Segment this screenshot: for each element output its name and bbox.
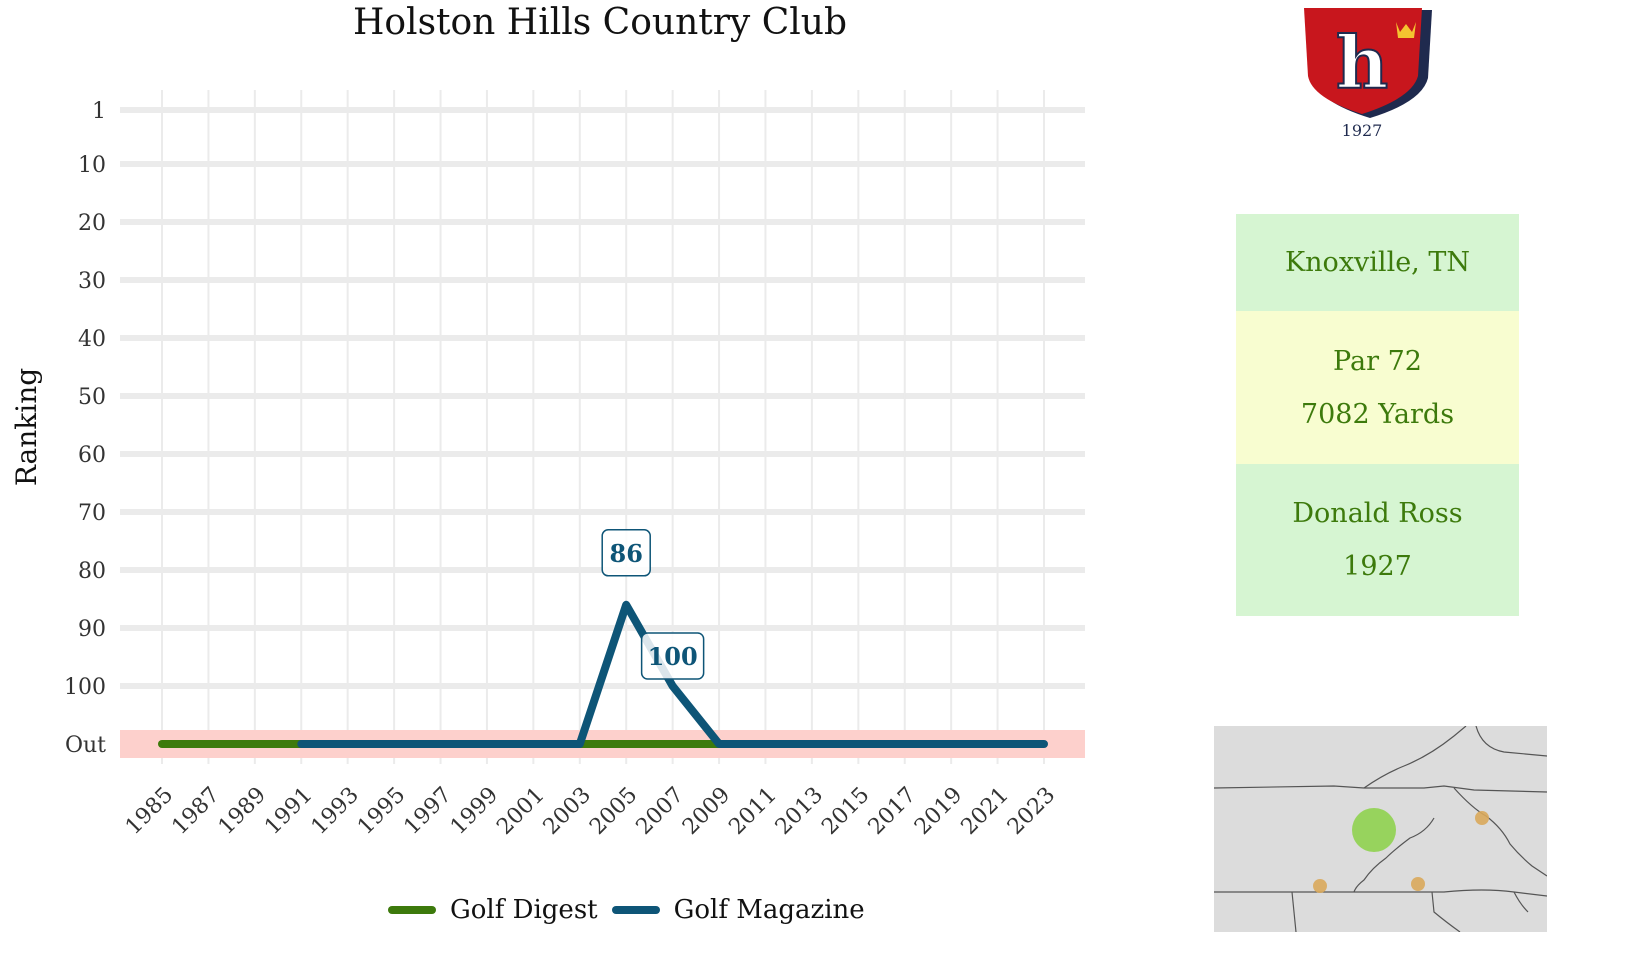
chart-plot: 86 100 1 10 20 30 40 50 60 70 80 90 100 Out 19851987… (10, 90, 1085, 840)
logo-letter: h (1336, 20, 1388, 105)
y-tick-label: 30 (78, 269, 106, 294)
crown-icon (1396, 22, 1416, 38)
design-year-text: 1927 (1343, 551, 1412, 582)
chart-title: Holston Hills Country Club (352, 2, 847, 43)
legend-item: Golf Magazine (611, 895, 865, 925)
state-borders (1214, 726, 1547, 932)
svg-text:86: 86 (610, 539, 643, 568)
logo-year: 1927 (1342, 121, 1383, 140)
x-tick-label: 1989 (214, 783, 271, 840)
y-tick-label: 20 (78, 211, 106, 236)
y-tick-label: 1 (92, 99, 106, 124)
y-tick-label: Out (65, 733, 106, 758)
legend-swatch-golf-magazine (611, 906, 660, 914)
y-tick-label: 10 (78, 153, 106, 178)
x-tick-label: 2003 (539, 783, 596, 840)
location-text: Knoxville, TN (1285, 247, 1470, 278)
x-tick-label: 1985 (121, 783, 178, 840)
data-label-86: 86 (601, 529, 651, 577)
east-border (1453, 787, 1547, 877)
x-tick-layer: 1985198719891991199319951997199920012003… (121, 783, 1060, 840)
x-tick-label: 2013 (771, 783, 828, 840)
x-tick-label: 1995 (353, 783, 410, 840)
y-tick-label: 60 (78, 443, 106, 468)
x-tick-label: 2009 (678, 783, 735, 840)
course-location-marker (1352, 808, 1396, 852)
kentucky-border (1363, 726, 1467, 789)
x-tick-label: 2007 (632, 783, 689, 840)
shield-icon (1304, 8, 1422, 114)
architect-section: Donald Ross 1927 (1236, 464, 1519, 616)
state-border-north (1214, 785, 1547, 793)
y-tick-label: 70 (78, 501, 106, 526)
y-tick-label: 50 (78, 385, 106, 410)
x-tick-label: 1991 (260, 783, 317, 840)
x-tick-label: 1997 (399, 783, 456, 840)
y-tick-label: 90 (78, 617, 106, 642)
data-label-100: 100 (640, 632, 705, 680)
other-course-marker (1475, 811, 1489, 825)
legend-label: Golf Magazine (673, 895, 865, 925)
x-tick-label: 2021 (957, 783, 1014, 840)
svg-text:100: 100 (648, 642, 698, 671)
yards-text: 7082 Yards (1300, 398, 1455, 430)
virginia-border (1475, 726, 1547, 757)
x-tick-label: 2001 (492, 783, 549, 840)
legend-swatch-golf-digest (388, 906, 436, 914)
x-tick-label: 1993 (307, 783, 364, 840)
x-tick-label: 2015 (817, 783, 874, 840)
club-logo: h 1927 (1300, 6, 1440, 141)
course-stats-section: Par 72 7082 Yards (1236, 311, 1519, 464)
x-tick-label: 2005 (585, 783, 642, 840)
y-tick-label: 40 (78, 327, 106, 352)
nc-border (1353, 817, 1435, 893)
y-tick-label: 80 (78, 559, 106, 584)
other-course-marker (1313, 879, 1327, 893)
x-tick-label: 1987 (167, 783, 224, 840)
georgia-border (1431, 891, 1461, 932)
chart-legend: Golf Digest Golf Magazine (388, 895, 865, 925)
location-map (1214, 726, 1547, 932)
y-axis-title: Ranking (10, 368, 43, 486)
legend-item: Golf Digest (388, 895, 598, 925)
annotation-layer: 86 100 (601, 529, 705, 680)
legend-label: Golf Digest (450, 895, 598, 925)
alabama-border (1291, 891, 1297, 932)
grid-layer (120, 90, 1085, 764)
location-section: Knoxville, TN (1236, 214, 1519, 311)
par-text: Par 72 (1333, 345, 1422, 377)
architect-text: Donald Ross (1292, 498, 1463, 529)
other-course-marker (1411, 877, 1425, 891)
y-tick-layer: 1 10 20 30 40 50 60 70 80 90 100 Out (64, 99, 106, 758)
x-tick-label: 1999 (446, 783, 503, 840)
y-tick-label: 100 (64, 675, 106, 700)
course-info-card: Knoxville, TN Par 72 7082 Yards Donald R… (1236, 214, 1519, 616)
x-tick-label: 2019 (910, 783, 967, 840)
state-border-south (1214, 889, 1547, 897)
sc-border (1513, 891, 1529, 913)
x-tick-label: 2023 (1003, 783, 1060, 840)
x-tick-label: 2017 (864, 783, 921, 840)
x-tick-label: 2011 (724, 783, 781, 840)
